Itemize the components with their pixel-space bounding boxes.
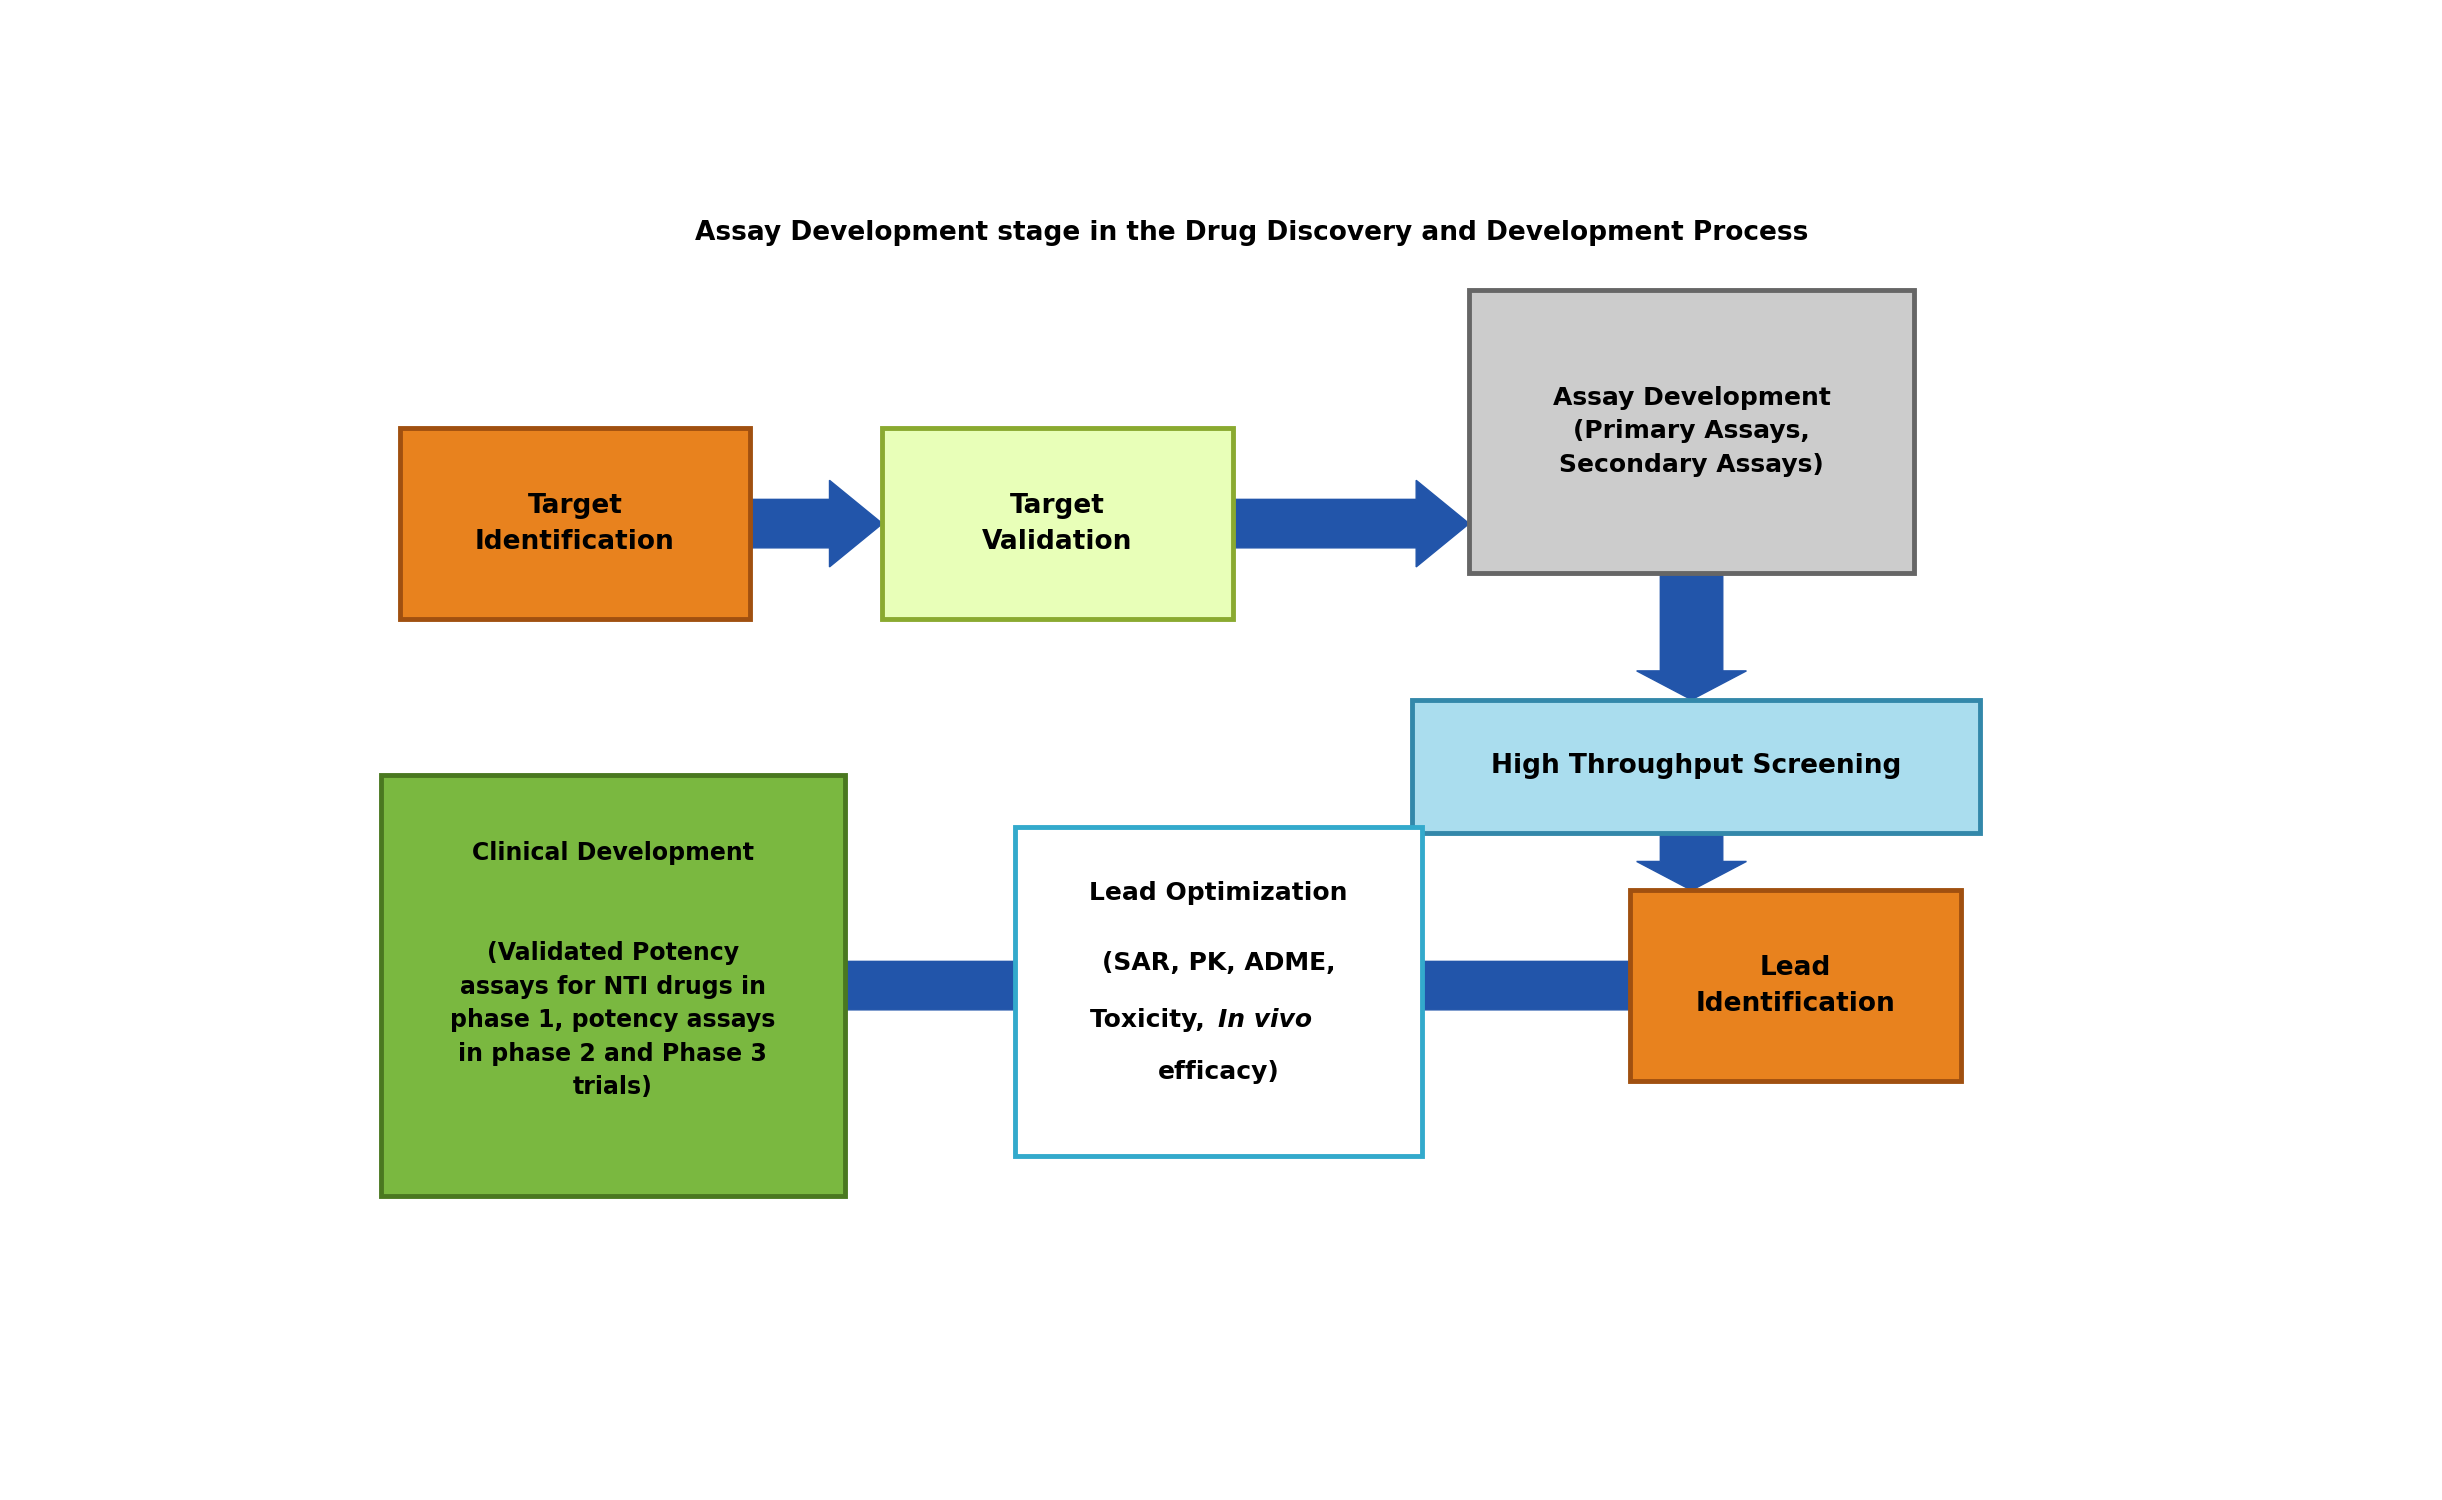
Text: Assay Development stage in the Drug Discovery and Development Process: Assay Development stage in the Drug Disc…	[696, 220, 1807, 246]
Text: Lead Optimization: Lead Optimization	[1089, 880, 1348, 904]
FancyBboxPatch shape	[1470, 290, 1915, 573]
Text: (Validated Potency
assays for NTI drugs in
phase 1, potency assays
in phase 2 an: (Validated Potency assays for NTI drugs …	[449, 942, 777, 1100]
FancyBboxPatch shape	[882, 429, 1233, 620]
FancyBboxPatch shape	[400, 429, 750, 620]
Text: (SAR, PK, ADME,: (SAR, PK, ADME,	[1101, 951, 1336, 975]
Text: Assay Development
(Primary Assays,
Secondary Assays): Assay Development (Primary Assays, Secon…	[1553, 386, 1832, 477]
FancyBboxPatch shape	[1631, 891, 1961, 1082]
Text: Clinical Development: Clinical Development	[471, 842, 755, 866]
Polygon shape	[845, 942, 1067, 1029]
FancyBboxPatch shape	[381, 776, 845, 1197]
Polygon shape	[1421, 942, 1683, 1029]
Text: In vivo: In vivo	[1219, 1008, 1311, 1032]
Polygon shape	[1636, 573, 1746, 699]
Text: Target
Validation: Target Validation	[982, 492, 1133, 555]
Text: Lead
Identification: Lead Identification	[1695, 954, 1895, 1017]
Polygon shape	[1233, 480, 1470, 567]
FancyBboxPatch shape	[1411, 699, 1980, 832]
Text: Target
Identification: Target Identification	[476, 492, 674, 555]
Text: High Throughput Screening: High Throughput Screening	[1492, 753, 1902, 778]
Text: Toxicity,: Toxicity,	[1089, 1008, 1219, 1032]
Polygon shape	[750, 480, 882, 567]
Polygon shape	[1636, 833, 1746, 891]
FancyBboxPatch shape	[1016, 827, 1421, 1156]
Text: efficacy): efficacy)	[1158, 1060, 1280, 1084]
